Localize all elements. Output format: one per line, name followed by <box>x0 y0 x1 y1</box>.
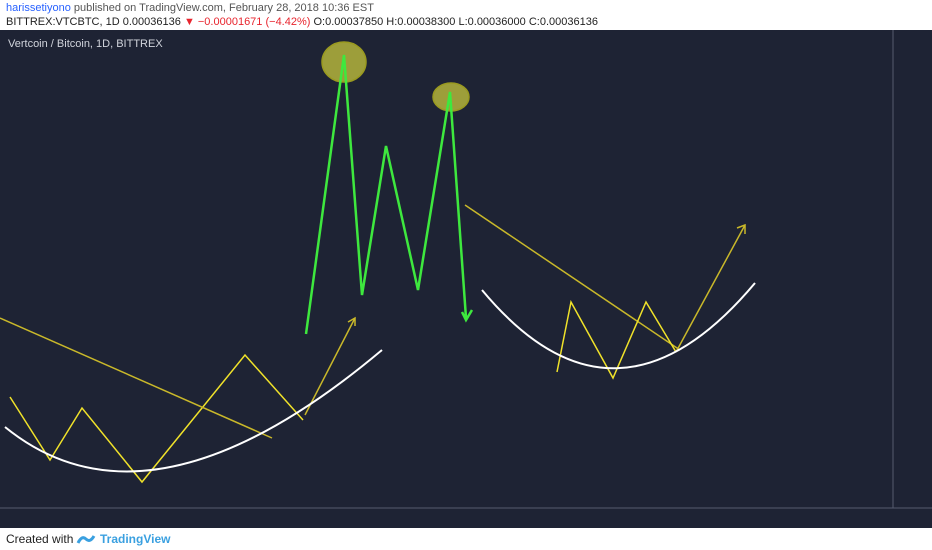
chart-title: Vertcoin / Bitcoin, 1D, BITTREX <box>8 38 163 50</box>
chart-background <box>0 30 932 528</box>
ohlc-close: C:0.00036136 <box>528 16 598 28</box>
change: ▼ −0.00001671 (−4.42%) <box>183 16 311 28</box>
arrow-line <box>675 224 746 353</box>
cup-curve <box>4 349 383 473</box>
chart: Vertcoin / Bitcoin, 1D, BITTREX <box>0 30 932 528</box>
header: harissetiyono published on TradingView.c… <box>0 0 932 30</box>
wave-drawing <box>9 353 304 484</box>
legend: Vertcoin / Bitcoin, 1D, BITTREX <box>8 38 163 50</box>
published: published on TradingView.com, February 2… <box>73 2 374 14</box>
arrow-head <box>736 223 746 234</box>
symbol-line: BITTREX:VTCBTC, 1D 0.00036136 ▼ −0.00001… <box>6 16 598 28</box>
ohlc-high: H:0.00038300 <box>386 16 456 28</box>
symbol: BITTREX:VTCBTC, 1D <box>6 16 120 28</box>
drawings <box>0 41 756 484</box>
arrow-head <box>347 316 356 326</box>
wave-drawing <box>304 54 468 335</box>
brand[interactable]: TradingView <box>100 532 171 546</box>
ohlc-low: L:0.00036000 <box>458 16 526 28</box>
cup-curve <box>481 282 756 370</box>
trend-line <box>464 204 681 351</box>
footer: Created with TradingView <box>0 528 932 550</box>
brand-logo <box>76 535 96 544</box>
publish-line: harissetiyono published on TradingView.c… <box>6 2 374 14</box>
trend-line <box>0 317 273 439</box>
arrow-line <box>304 317 356 416</box>
author[interactable]: harissetiyono <box>6 2 71 14</box>
check-mark <box>460 309 474 323</box>
wave-drawing <box>556 299 677 380</box>
created-with: Created with <box>6 532 74 546</box>
last-price: 0.00036136 <box>122 16 181 28</box>
ohlc-open: O:0.00037850 <box>313 16 384 28</box>
